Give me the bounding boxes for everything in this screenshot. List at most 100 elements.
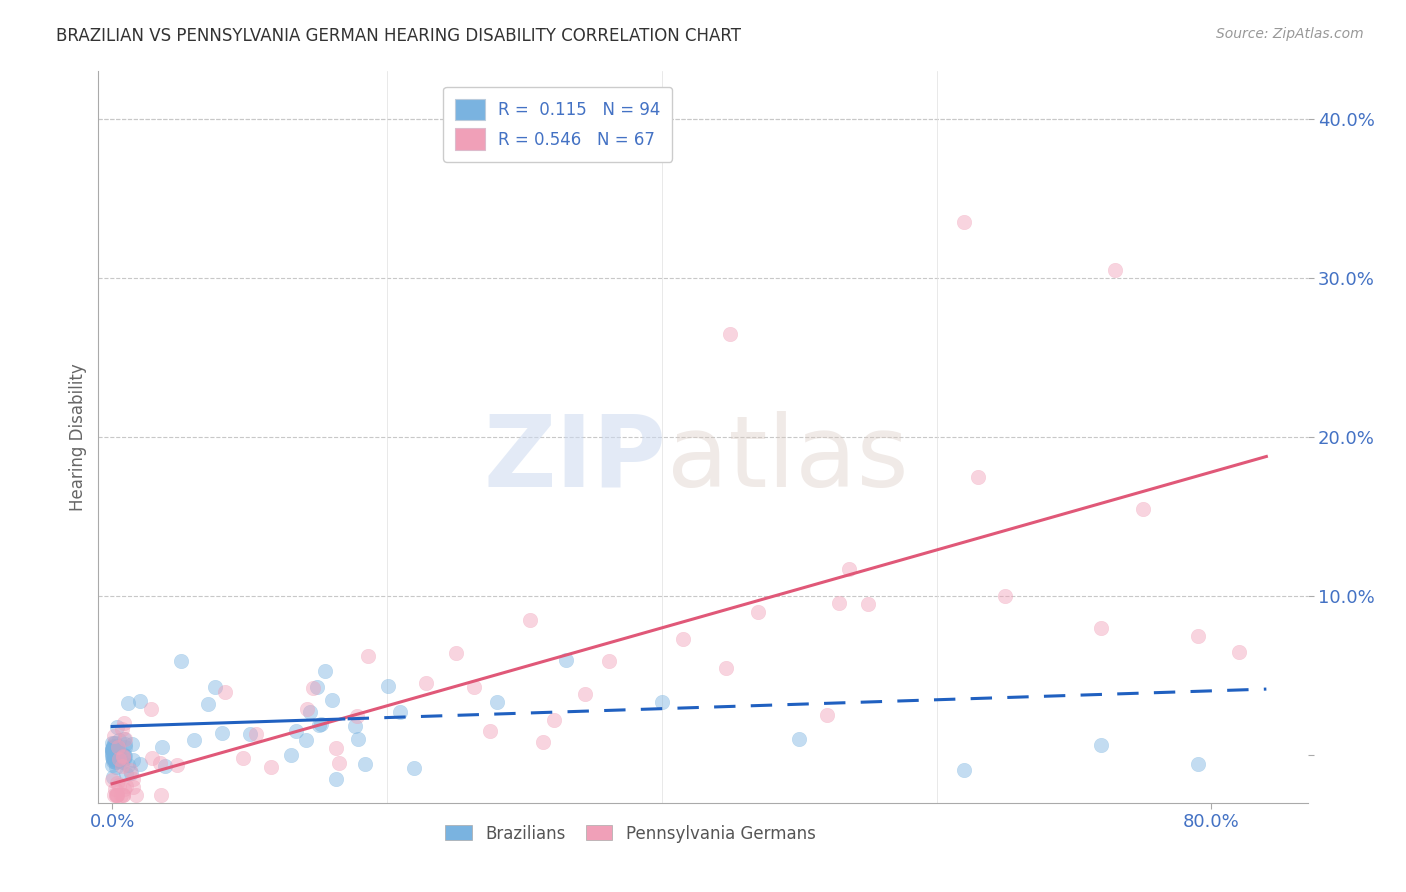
Point: [104, 739, 127, 754]
Point: [104, 746, 127, 760]
Point: [747, 605, 769, 619]
Point: [150, 739, 173, 754]
Point: [183, 732, 205, 747]
Point: [211, 726, 233, 740]
Point: [111, 788, 134, 802]
Point: [103, 745, 125, 759]
Point: [114, 732, 136, 747]
Point: [150, 788, 173, 802]
Point: [444, 646, 467, 660]
Point: [478, 723, 501, 738]
Point: [415, 676, 437, 690]
Point: [104, 753, 127, 767]
Point: [301, 681, 323, 695]
Point: [308, 718, 330, 732]
Point: [105, 788, 128, 802]
Point: [104, 747, 127, 761]
Point: [101, 755, 124, 769]
Point: [101, 745, 124, 759]
Point: [101, 758, 124, 772]
Point: [105, 788, 128, 802]
Point: [105, 743, 128, 757]
Point: [346, 731, 368, 746]
Point: [107, 743, 129, 757]
Point: [838, 562, 860, 576]
Point: [103, 748, 125, 763]
Point: [125, 788, 148, 802]
Text: atlas: atlas: [666, 410, 908, 508]
Point: [153, 758, 176, 772]
Point: [117, 757, 139, 772]
Point: [107, 778, 129, 792]
Point: [139, 701, 162, 715]
Point: [128, 694, 150, 708]
Point: [105, 744, 128, 758]
Point: [531, 735, 554, 749]
Point: [104, 755, 127, 769]
Point: [170, 654, 193, 668]
Point: [598, 654, 620, 668]
Point: [103, 736, 125, 750]
Point: [298, 705, 321, 719]
Point: [1227, 645, 1250, 659]
Legend: Brazilians, Pennsylvania Germans: Brazilians, Pennsylvania Germans: [439, 818, 823, 849]
Point: [149, 756, 172, 770]
Point: [112, 732, 135, 747]
Point: [297, 702, 319, 716]
Point: [101, 742, 124, 756]
Text: BRAZILIAN VS PENNSYLVANIA GERMAN HEARING DISABILITY CORRELATION CHART: BRAZILIAN VS PENNSYLVANIA GERMAN HEARING…: [56, 27, 741, 45]
Point: [111, 722, 134, 736]
Point: [112, 781, 135, 796]
Point: [107, 720, 129, 734]
Point: [105, 751, 128, 765]
Point: [103, 781, 125, 796]
Point: [353, 756, 375, 771]
Point: [346, 709, 368, 723]
Point: [104, 741, 127, 756]
Point: [720, 326, 742, 341]
Point: [108, 749, 131, 764]
Point: [103, 744, 125, 758]
Point: [103, 751, 125, 765]
Point: [953, 763, 976, 777]
Point: [118, 763, 141, 777]
Point: [114, 779, 136, 793]
Point: [1090, 621, 1112, 635]
Point: [239, 727, 262, 741]
Point: [101, 772, 124, 787]
Point: [377, 679, 399, 693]
Point: [112, 788, 135, 802]
Point: [112, 749, 135, 764]
Point: [101, 749, 124, 764]
Point: [105, 788, 128, 802]
Point: [114, 748, 136, 763]
Point: [117, 696, 139, 710]
Point: [110, 788, 132, 802]
Point: [120, 766, 142, 780]
Point: [325, 740, 347, 755]
Point: [554, 652, 576, 666]
Point: [103, 751, 125, 765]
Point: [121, 737, 143, 751]
Point: [953, 215, 976, 229]
Point: [101, 770, 124, 784]
Point: [104, 741, 127, 756]
Point: [294, 732, 316, 747]
Point: [815, 708, 838, 723]
Point: [325, 772, 347, 786]
Point: [107, 742, 129, 756]
Point: [485, 695, 508, 709]
Point: [112, 716, 135, 731]
Point: [115, 766, 138, 780]
Point: [105, 742, 128, 756]
Point: [787, 732, 810, 747]
Point: [105, 747, 128, 762]
Point: [104, 736, 127, 750]
Point: [232, 751, 254, 765]
Point: [104, 750, 127, 764]
Point: [122, 772, 145, 786]
Point: [404, 761, 426, 775]
Point: [260, 760, 283, 774]
Y-axis label: Hearing Disability: Hearing Disability: [69, 363, 87, 511]
Point: [105, 760, 128, 774]
